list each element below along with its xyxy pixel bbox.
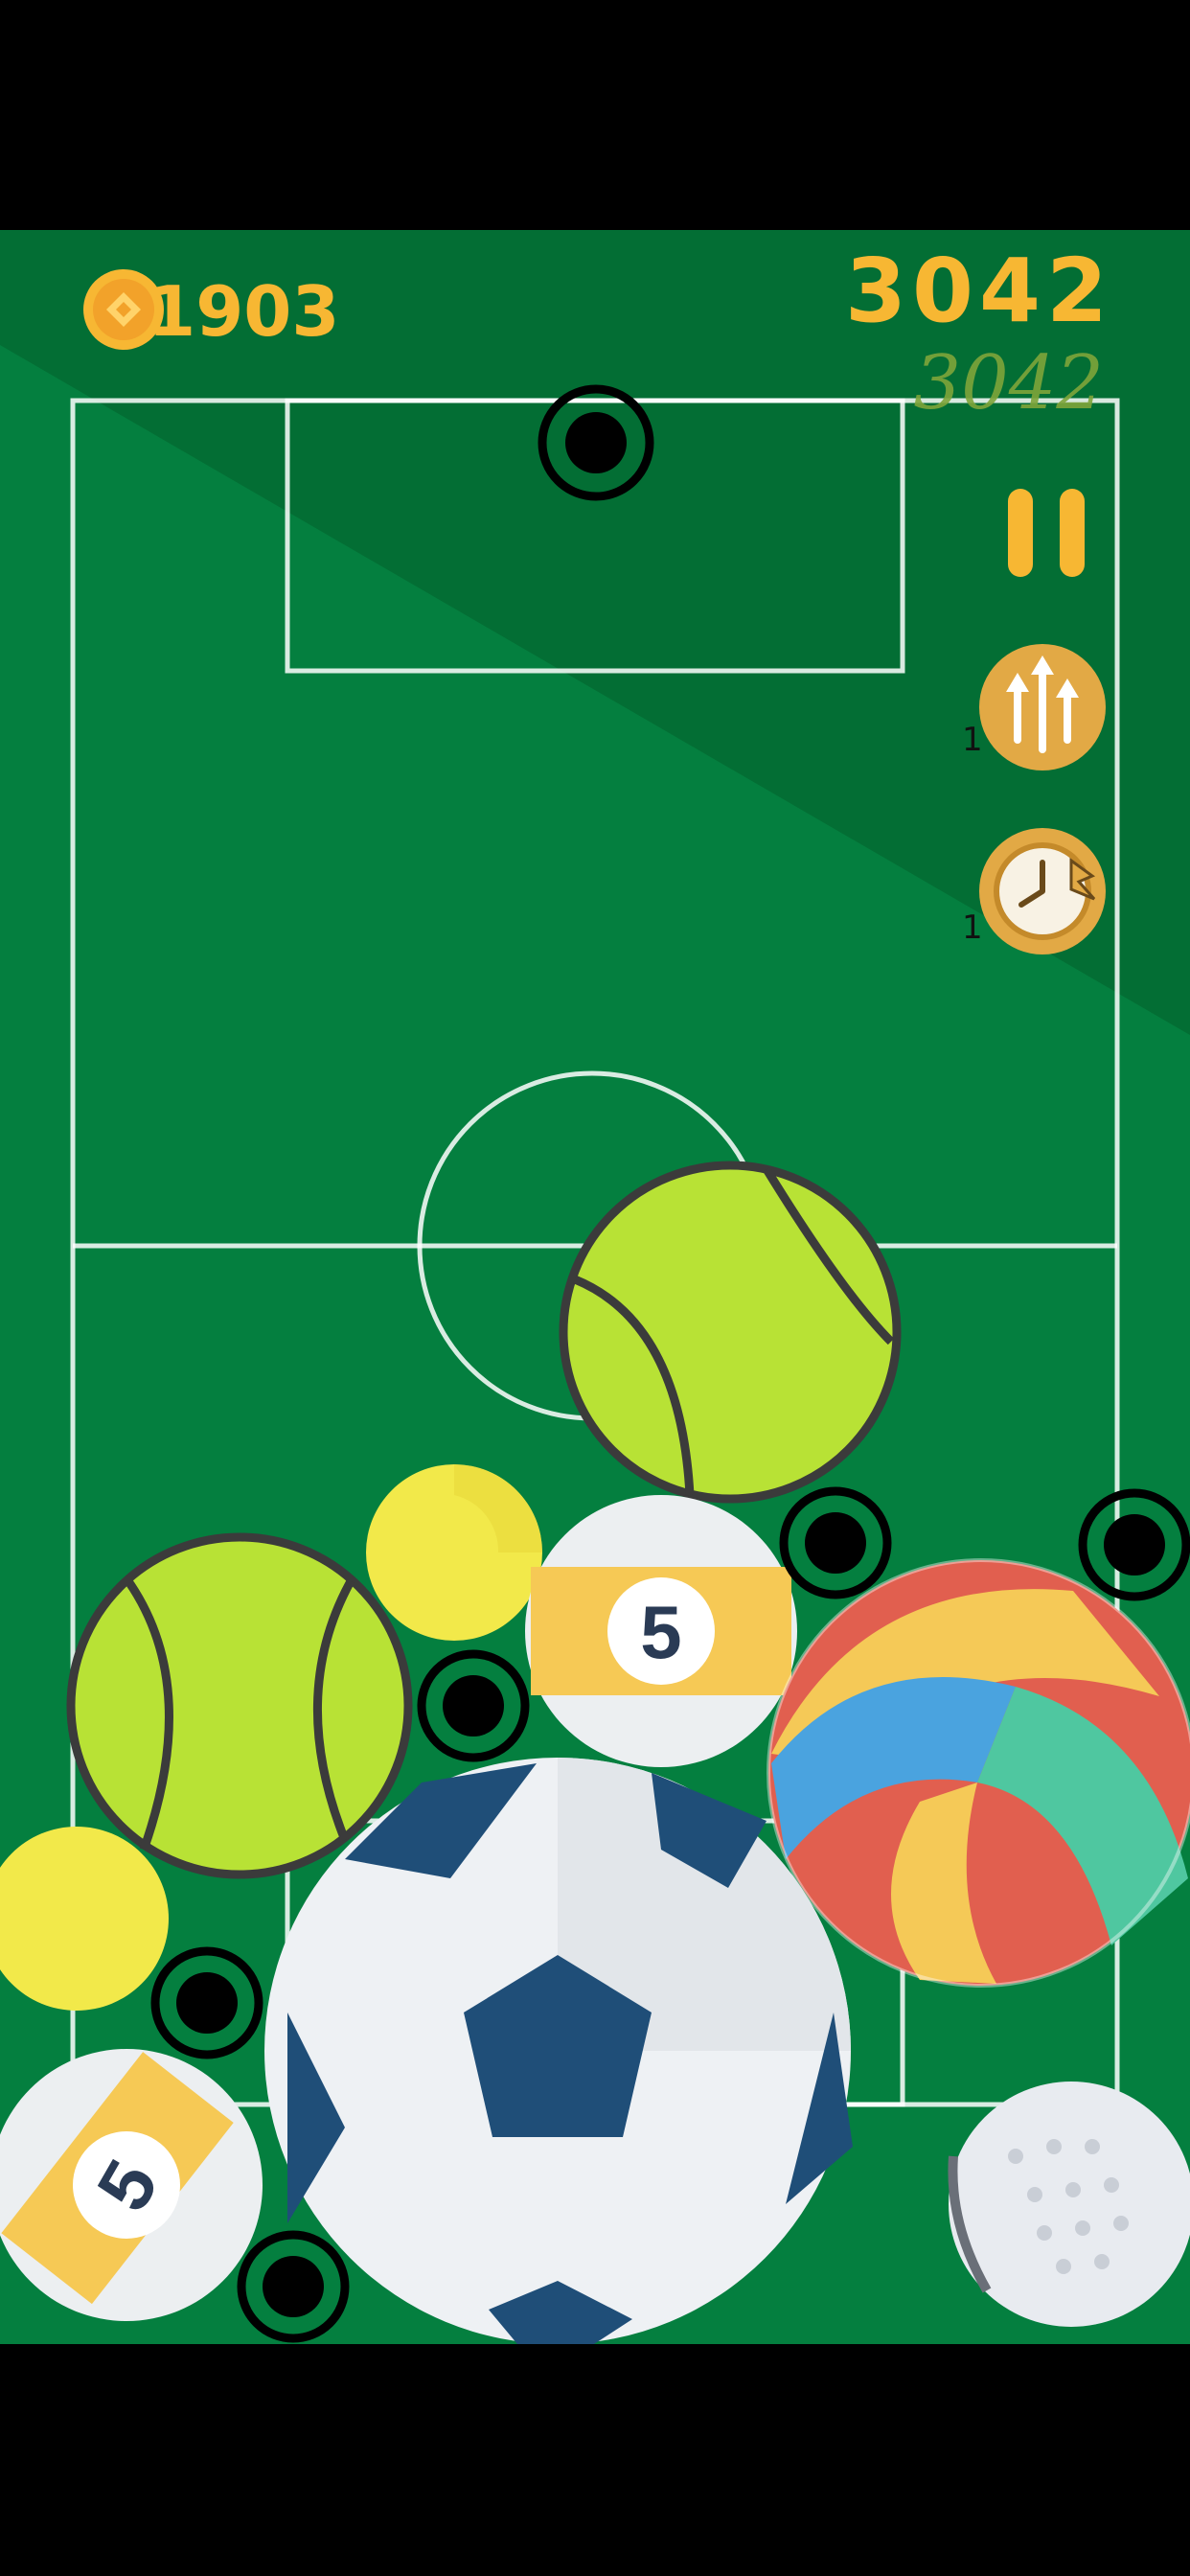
yellow-ball bbox=[366, 1464, 542, 1641]
best-score: 3042 bbox=[913, 340, 1104, 426]
svg-text:5: 5 bbox=[640, 1590, 681, 1674]
game-field[interactable]: 5 5 bbox=[0, 230, 1190, 2344]
tennis-ball bbox=[66, 1532, 413, 1879]
pause-icon bbox=[1008, 489, 1033, 577]
field-graphics: 5 5 bbox=[0, 230, 1190, 2344]
time-bomb-icon bbox=[994, 842, 1096, 940]
billiard-ball: 5 bbox=[0, 2049, 263, 2321]
time-bomb-count: 1 bbox=[962, 908, 983, 947]
golf-ball bbox=[948, 2082, 1190, 2327]
time-bomb-button[interactable] bbox=[979, 828, 1106, 954]
pause-icon-bar bbox=[1060, 489, 1085, 577]
score: 3042 bbox=[844, 240, 1113, 342]
soccer-ball bbox=[264, 1758, 853, 2344]
volleyball bbox=[767, 1558, 1190, 1988]
pause-button[interactable] bbox=[1008, 489, 1085, 577]
field-shade bbox=[0, 230, 1190, 1035]
ring-markers bbox=[150, 1486, 1190, 2343]
lift-boost-count: 1 bbox=[962, 721, 983, 759]
coin-counter: 31903 bbox=[82, 268, 340, 355]
lift-boost-icon bbox=[1006, 656, 1079, 753]
lift-boost-button[interactable] bbox=[979, 644, 1106, 770]
coin-icon bbox=[83, 269, 164, 350]
drop-target-icon bbox=[538, 384, 654, 501]
tennis-ball bbox=[559, 1161, 902, 1504]
yellow-ball bbox=[0, 1827, 169, 2011]
billiard-ball: 5 bbox=[525, 1495, 797, 1767]
